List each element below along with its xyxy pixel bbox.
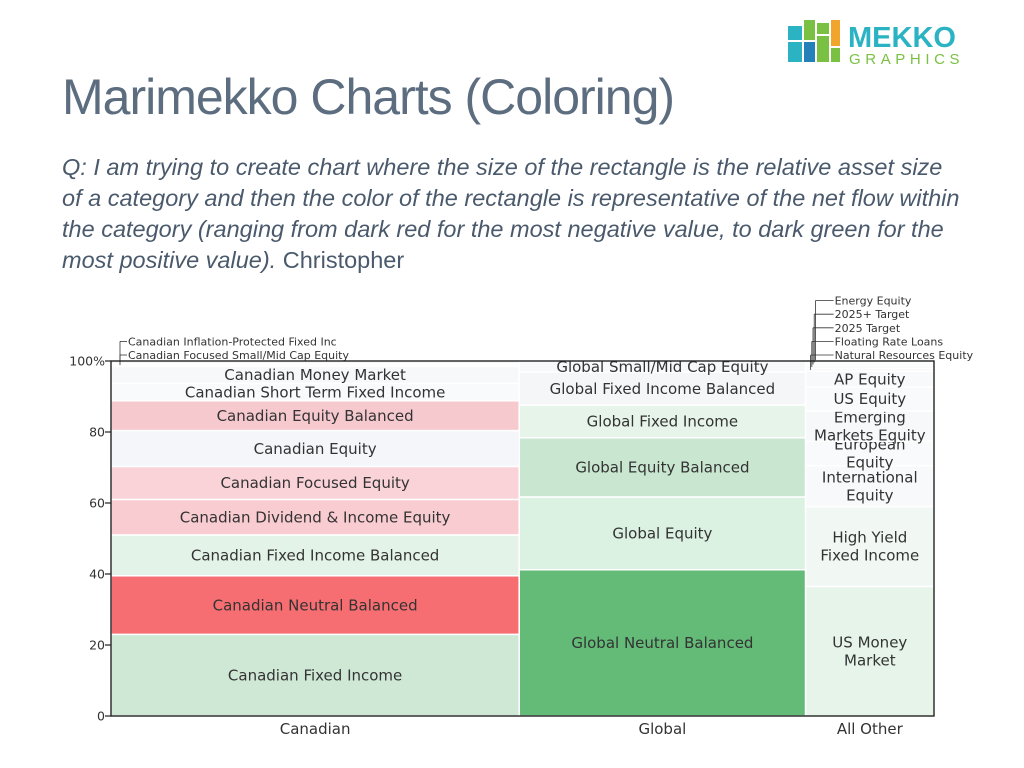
segment-label: Markets Equity xyxy=(814,426,926,444)
logo-block-3 xyxy=(804,20,815,40)
segment-label: Global Neutral Balanced xyxy=(571,634,753,652)
segment-international-equity[interactable] xyxy=(804,464,935,508)
segment-label: Global Equity xyxy=(612,525,712,543)
segment-label: Global Equity Balanced xyxy=(575,459,749,477)
segment-label: Global Fixed Income Balanced xyxy=(550,380,776,398)
callout-label-natural-resources-equity: Natural Resources Equity xyxy=(835,349,974,362)
segment-canadian-neutral-balanced[interactable] xyxy=(110,575,520,636)
segment-global-neutral-balanced[interactable] xyxy=(518,568,807,717)
segment-label: Canadian Fixed Income Balanced xyxy=(191,547,439,565)
question-text: Q: I am trying to create chart where the… xyxy=(62,152,962,276)
segment-label: US Money xyxy=(832,633,907,651)
question-italic: Q: I am trying to create chart where the… xyxy=(62,154,960,273)
logo-block-1 xyxy=(788,26,802,40)
segment-label: AP Equity xyxy=(834,370,906,388)
segment-label: Equity xyxy=(846,486,894,504)
callout-label-2025-target: 2025 Target xyxy=(835,322,901,335)
logo-block-5 xyxy=(817,23,829,34)
x-tick-label-global: Global xyxy=(638,720,686,738)
logo-wordmark: MEKKO xyxy=(848,22,956,54)
segment-global-fixed-income-balanced[interactable] xyxy=(518,371,807,406)
segment-global-fixed-income[interactable] xyxy=(518,404,807,439)
segment-label: Canadian Short Term Fixed Income xyxy=(185,383,446,401)
y-tick-label: 80 xyxy=(89,425,105,440)
logo-block-6 xyxy=(817,36,829,62)
segment-label: US Equity xyxy=(833,390,906,408)
y-tick-label: 0 xyxy=(97,709,105,724)
segment-canadian-equity[interactable] xyxy=(110,429,520,468)
segment-label: Canadian Focused Equity xyxy=(220,474,409,492)
segment-label: Canadian Neutral Balanced xyxy=(213,596,418,614)
callout-label-floating-rate-loans: Floating Rate Loans xyxy=(835,335,944,348)
callout-label-2025-target: 2025+ Target xyxy=(835,308,910,321)
segment-us-equity[interactable] xyxy=(804,386,935,412)
segment-label: Canadian Fixed Income xyxy=(228,666,402,684)
segment-label: Market xyxy=(844,651,896,669)
segment-label: High Yield xyxy=(832,529,907,547)
logo-block-7 xyxy=(831,20,840,46)
y-tick-label: 40 xyxy=(89,567,105,582)
segment-label: Canadian Equity xyxy=(254,440,377,458)
segment-global-equity-balanced[interactable] xyxy=(518,436,807,498)
segment-label: Canadian Dividend & Income Equity xyxy=(180,508,451,526)
slide-title: Marimekko Charts (Coloring) xyxy=(62,69,675,125)
plot-frame xyxy=(110,360,935,717)
question-author: Christopher xyxy=(282,247,405,273)
logo-block-4 xyxy=(804,42,815,62)
mekko-graphics-logo: MEKKO GRAPHICS xyxy=(788,20,964,66)
y-tick-label: 20 xyxy=(89,638,105,653)
x-tick-label-canadian: Canadian xyxy=(280,720,351,738)
segment-us-money-market[interactable] xyxy=(804,585,935,717)
segment-label: Fixed Income xyxy=(820,547,919,565)
segment-label: International xyxy=(822,468,918,486)
y-tick-label: 60 xyxy=(89,496,105,511)
x-tick-label-all-other: All Other xyxy=(837,720,904,738)
callout-label-energy-equity: Energy Equity xyxy=(835,295,912,308)
callout-label-canadian-focused-small-mid-cap-equity: Canadian Focused Small/Mid Cap Equity xyxy=(128,349,350,362)
segment-canadian-equity-balanced[interactable] xyxy=(110,400,520,432)
segment-label: Canadian Equity Balanced xyxy=(217,407,414,425)
logo-subtitle: GRAPHICS xyxy=(849,51,964,66)
segment-label: Canadian Money Market xyxy=(224,366,406,384)
segment-label: Global Small/Mid Cap Equity xyxy=(556,358,768,376)
callout-label-canadian-inflation-protected-fixed-inc: Canadian Inflation-Protected Fixed Inc xyxy=(128,335,337,348)
logo-block-2 xyxy=(788,42,802,62)
segment-label: Equity xyxy=(846,454,894,472)
segment-high-yield-fixed-income[interactable] xyxy=(804,505,935,588)
segment-label: Emerging xyxy=(834,408,906,426)
segment-label: Global Fixed Income xyxy=(587,413,738,431)
logo-block-8 xyxy=(831,48,840,62)
y-tick-label: 100% xyxy=(69,354,105,369)
